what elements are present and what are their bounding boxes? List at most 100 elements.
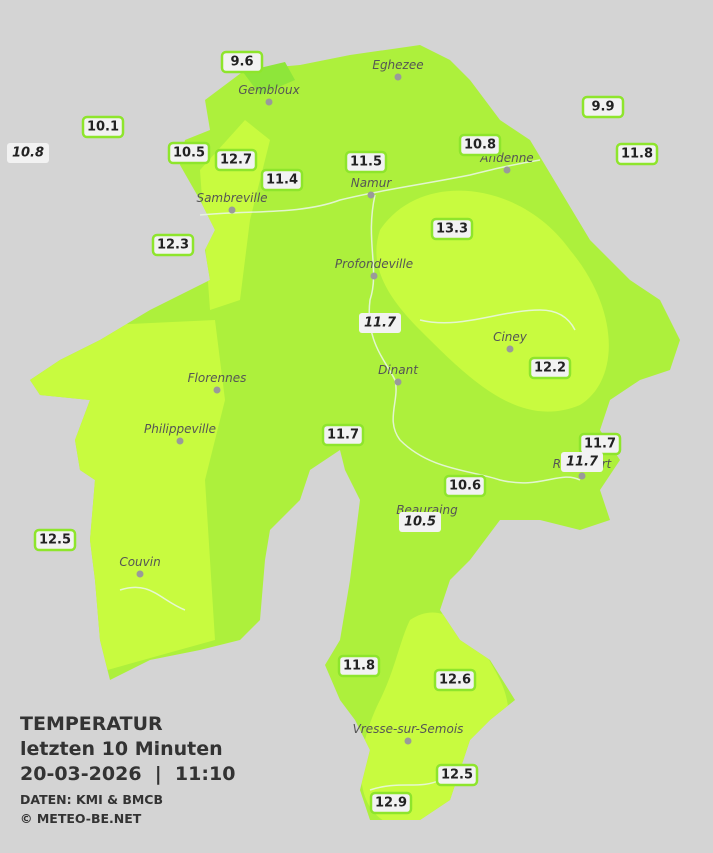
station-box [220,50,264,74]
city-dot [578,472,586,480]
station-box [435,763,479,787]
city-dot [228,206,236,214]
station-value: 9.6 [230,55,253,70]
station-value: 11.7 [327,428,359,443]
station: 11.7 [359,313,401,333]
station-box [7,143,49,163]
city-label: Namur [351,176,393,190]
copyright: © METEO-BE.NET [20,811,142,826]
station-box [430,217,474,241]
city-label: Ciney [493,330,528,344]
station-box [433,668,477,692]
city-dot [394,378,402,386]
station: 12.5 [435,763,479,787]
station-value: 13.3 [436,222,468,237]
timestamp: 20-03-2026 | 11:10 [20,763,235,785]
city-label: Florennes [188,371,247,385]
station-box [443,474,487,498]
city-dot [136,570,144,578]
station-box [167,141,211,165]
station: 10.6 [443,474,487,498]
station-value: 12.9 [375,796,407,811]
city-label: Gembloux [238,83,300,97]
station-box [81,115,125,139]
station-value: 11.5 [350,155,382,170]
station: 12.6 [433,668,477,692]
station-box [33,528,77,552]
station-value: 12.7 [220,153,252,168]
subtitle: letzten 10 Minuten [20,738,223,760]
station-box [214,148,258,172]
station-value: 11.7 [364,316,397,331]
station: 11.7 [578,432,622,456]
station: 9.6 [220,50,264,74]
station: 10.1 [81,115,125,139]
station: 11.8 [615,142,659,166]
city-dot [506,345,514,353]
city-label: Profondeville [335,257,413,271]
city-dot [213,386,221,394]
station-box [344,150,388,174]
station: 11.7 [321,423,365,447]
station-value: 10.8 [12,146,44,161]
station: 12.5 [33,528,77,552]
city-dot [370,272,378,280]
station-value: 9.9 [591,100,614,115]
station-value: 12.5 [39,533,71,548]
city-dot [404,737,412,745]
station-box [151,233,195,257]
station-box [399,512,441,532]
station: 12.2 [528,356,572,380]
station-box [337,654,381,678]
station-box [260,168,304,192]
station-box [359,313,401,333]
station-box [561,452,603,472]
city-dot [265,98,273,106]
station: 12.3 [151,233,195,257]
station-value: 11.4 [266,173,298,188]
station-value: 10.8 [464,138,496,153]
station: 10.5 [399,512,441,532]
station: 10.8 [7,143,49,163]
city-label: Sambreville [196,191,267,205]
station-value: 10.6 [449,479,481,494]
station-value: 11.8 [343,659,375,674]
station: 10.8 [458,133,502,157]
station-box [458,133,502,157]
station: 11.8 [337,654,381,678]
station-box [615,142,659,166]
station-box [528,356,572,380]
city-label: Couvin [119,555,160,569]
station: 11.4 [260,168,304,192]
station: 11.5 [344,150,388,174]
station: 9.9 [581,95,625,119]
station-value: 12.3 [157,238,189,253]
station-value: 12.6 [439,673,471,688]
station-box [369,791,413,815]
station-value: 10.5 [173,146,205,161]
city-label: Dinant [378,363,419,377]
station: 11.7 [561,452,603,472]
station-value: 11.8 [621,147,653,162]
station-value: 12.2 [534,361,566,376]
station-box [581,95,625,119]
city-dot [503,166,511,174]
city-label: Vresse-sur-Semois [353,722,464,736]
city-label: Philippeville [144,422,216,436]
station: 13.3 [430,217,474,241]
city-dot [176,437,184,445]
station-value: 11.7 [584,437,616,452]
station: 12.7 [214,148,258,172]
station-value: 10.5 [404,515,436,530]
title: TEMPERATUR [20,713,163,735]
station-value: 10.1 [87,120,119,135]
station-box [321,423,365,447]
source: DATEN: KMI & BMCB [20,792,163,807]
station: 12.9 [369,791,413,815]
city-dot [394,73,402,81]
station-value: 11.7 [566,455,599,470]
station: 10.5 [167,141,211,165]
station-value: 12.5 [441,768,473,783]
city-label: Eghezee [372,58,423,72]
